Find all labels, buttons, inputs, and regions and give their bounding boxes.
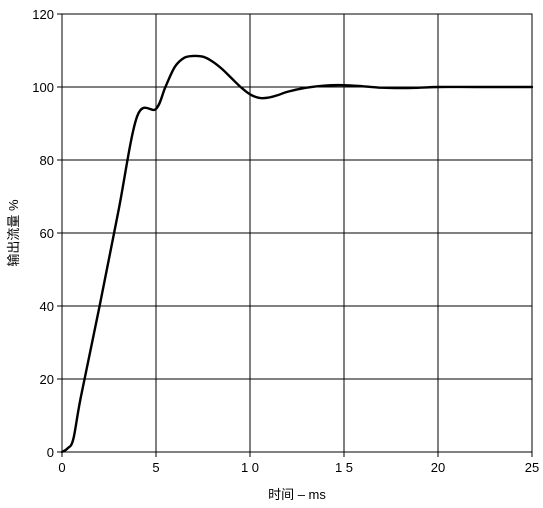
x-tick-label: 20 — [431, 460, 445, 475]
y-axis-title: 输出流量 % — [6, 199, 21, 267]
y-tick-label: 20 — [40, 372, 54, 387]
series-layer — [60, 54, 534, 454]
x-tick-label: 1 0 — [241, 460, 259, 475]
x-tick-label: 1 5 — [335, 460, 353, 475]
y-tick-label: 60 — [40, 226, 54, 241]
y-tick-label: 40 — [40, 299, 54, 314]
series-line — [60, 54, 534, 454]
y-tick-label: 100 — [32, 80, 54, 95]
x-axis-title: 时间 – ms — [268, 487, 326, 502]
x-tick-label: 0 — [58, 460, 65, 475]
y-tick-label: 120 — [32, 7, 54, 22]
x-tick-label: 5 — [152, 460, 159, 475]
y-tick-label: 80 — [40, 153, 54, 168]
y-tick-label: 0 — [47, 445, 54, 460]
x-tick-label: 25 — [525, 460, 539, 475]
y-axis-ticks: 0 20 40 60 80 100 120 — [32, 7, 62, 460]
grid — [62, 14, 532, 452]
x-axis-ticks: 0 5 1 0 1 5 20 25 — [58, 452, 539, 475]
